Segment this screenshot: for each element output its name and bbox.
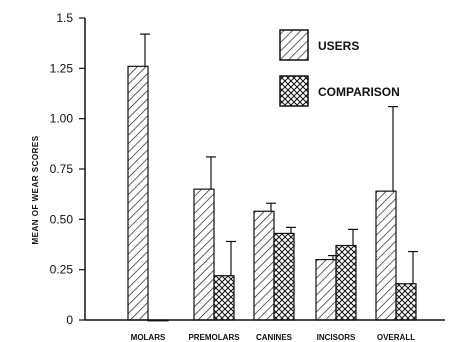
bar-users-incisors: [315, 259, 337, 321]
legend-label-users: USERS: [318, 39, 359, 53]
y-tick-label: 1.5: [56, 11, 73, 25]
legend: USERS COMPARISON: [279, 29, 400, 107]
legend-swatch-users: [279, 29, 309, 61]
y-tick-label: 1.00: [50, 112, 74, 126]
bar-users-premolars: [193, 188, 215, 321]
y-tick-label: 0.50: [50, 212, 74, 226]
legend-label-comparison: COMPARISON: [318, 85, 400, 99]
x-tick-label: INCISORS: [317, 333, 356, 342]
bar-users-canines: [253, 210, 275, 321]
y-tick-label: 0.25: [50, 263, 74, 277]
bar-comparison-molars: [147, 319, 169, 322]
x-tick-label: CANINES: [256, 333, 293, 342]
bar-comparison-premolars: [213, 275, 235, 321]
legend-swatch-comparison: [279, 75, 309, 107]
x-tick-label: PREMOLARS: [188, 333, 240, 342]
x-labels: MOLARS PREMOLARS CANINES INCISORS OVERALL: [131, 333, 416, 342]
y-tick-label: 0.75: [50, 162, 74, 176]
bar-comparison-canines: [273, 232, 295, 321]
x-tick-label: OVERALL: [377, 333, 415, 342]
x-tick-label: MOLARS: [131, 333, 166, 342]
bar-users-molars: [127, 65, 149, 321]
error-bars: [140, 33, 418, 284]
bar-comparison-overall: [395, 283, 417, 321]
bar-comparison-incisors: [335, 244, 357, 321]
y-ticks: 0 0.25 0.50 0.75 1.00 1.25 1.5: [50, 11, 85, 327]
y-tick-label: 1.25: [50, 61, 74, 75]
y-axis-label: MEAN OF WEAR SCORES: [31, 135, 40, 244]
y-tick-label: 0: [66, 313, 73, 327]
bar-users-overall: [375, 190, 397, 321]
bars: [127, 65, 417, 322]
